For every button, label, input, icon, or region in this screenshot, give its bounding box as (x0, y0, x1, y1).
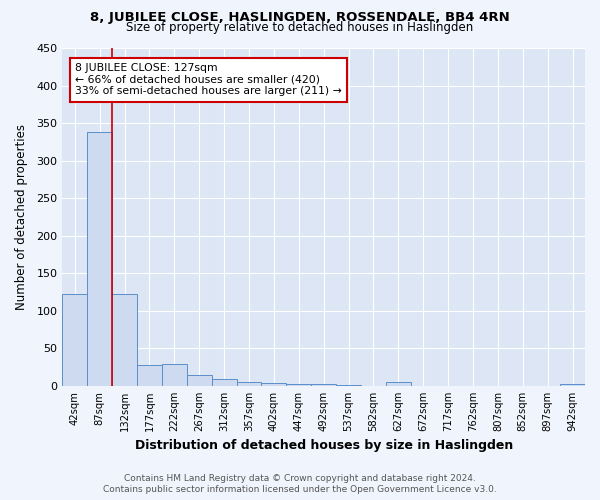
Bar (236, 382, 262, 386)
Bar (112, 294, 137, 386)
Bar (286, 384, 311, 386)
Bar (262, 383, 286, 386)
Bar (336, 385, 361, 386)
Bar (87, 132, 112, 386)
Bar (212, 379, 236, 386)
Bar (386, 382, 411, 386)
Text: Size of property relative to detached houses in Haslingden: Size of property relative to detached ho… (127, 22, 473, 35)
X-axis label: Distribution of detached houses by size in Haslingden: Distribution of detached houses by size … (134, 440, 513, 452)
Bar (137, 365, 162, 386)
Bar (311, 384, 336, 386)
Text: Contains HM Land Registry data © Crown copyright and database right 2024.
Contai: Contains HM Land Registry data © Crown c… (103, 474, 497, 494)
Bar (62, 294, 87, 386)
Text: 8, JUBILEE CLOSE, HASLINGDEN, ROSSENDALE, BB4 4RN: 8, JUBILEE CLOSE, HASLINGDEN, ROSSENDALE… (90, 11, 510, 24)
Bar (187, 374, 212, 386)
Y-axis label: Number of detached properties: Number of detached properties (15, 124, 28, 310)
Bar (162, 364, 187, 386)
Bar (560, 384, 585, 386)
Text: 8 JUBILEE CLOSE: 127sqm
← 66% of detached houses are smaller (420)
33% of semi-d: 8 JUBILEE CLOSE: 127sqm ← 66% of detache… (75, 63, 342, 96)
